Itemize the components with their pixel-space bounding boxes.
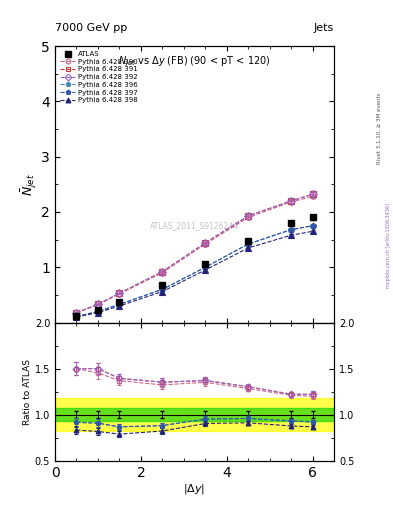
Text: mcplots.cern.ch [arXiv:1306.3436]: mcplots.cern.ch [arXiv:1306.3436] [386, 203, 391, 288]
Y-axis label: Ratio to ATLAS: Ratio to ATLAS [23, 359, 32, 424]
Text: Rivet 3.1.10, ≥ 3M events: Rivet 3.1.10, ≥ 3M events [377, 92, 382, 164]
Bar [55, 408, 334, 421]
Bar [55, 398, 334, 431]
Text: 7000 GeV pp: 7000 GeV pp [55, 23, 127, 33]
Y-axis label: $\bar{N}_{jet}$: $\bar{N}_{jet}$ [19, 173, 39, 196]
Text: Jets: Jets [314, 23, 334, 33]
Text: $N_{jet}$ vs $\Delta y$ (FB) (90 < pT < 120): $N_{jet}$ vs $\Delta y$ (FB) (90 < pT < … [118, 54, 271, 69]
Text: ATLAS_2011_S9126244: ATLAS_2011_S9126244 [150, 221, 239, 230]
X-axis label: $|\Delta y|$: $|\Delta y|$ [184, 482, 206, 497]
Legend: ATLAS, Pythia 6.428 390, Pythia 6.428 391, Pythia 6.428 392, Pythia 6.428 396, P: ATLAS, Pythia 6.428 390, Pythia 6.428 39… [59, 50, 139, 105]
